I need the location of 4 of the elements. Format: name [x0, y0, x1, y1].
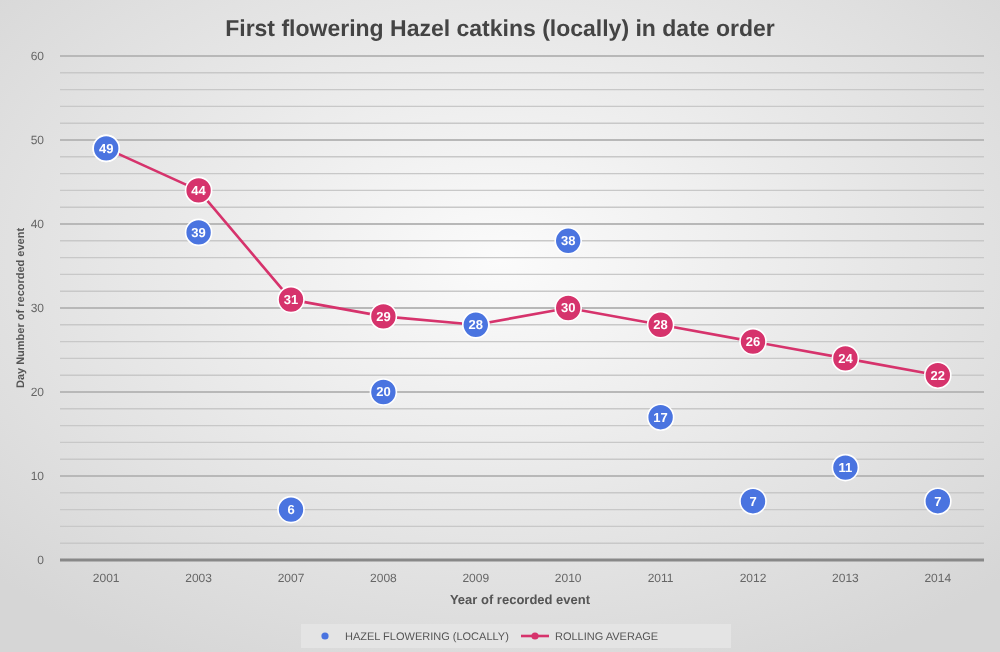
point: [277, 495, 305, 524]
point: [739, 487, 767, 515]
point: [924, 487, 952, 515]
chart-title: First flowering Hazel catkins (locally) in date order: [225, 18, 776, 42]
